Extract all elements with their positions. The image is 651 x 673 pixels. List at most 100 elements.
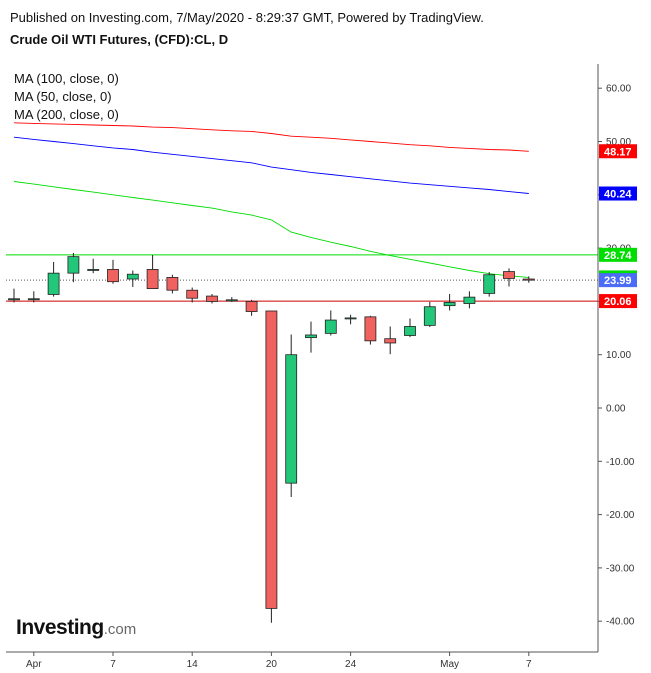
price-badge-bg xyxy=(599,144,637,159)
candle-body xyxy=(206,295,218,302)
candle-19 xyxy=(384,326,397,355)
price-badge-bg xyxy=(599,247,637,262)
candle-18 xyxy=(364,315,377,345)
candle-body xyxy=(126,273,139,280)
candle-body xyxy=(423,306,436,326)
x-tick-label: 24 xyxy=(345,659,357,670)
price-badge-2: 28.74 xyxy=(599,247,637,262)
price-badge-bg xyxy=(599,294,637,309)
candle-4 xyxy=(87,258,100,274)
candle-20 xyxy=(404,318,416,338)
candle-body xyxy=(503,271,515,279)
price-badge-label: 40.24 xyxy=(604,189,632,201)
x-tick-label: 7 xyxy=(526,659,532,670)
candle-23 xyxy=(463,291,476,309)
logo-suffix: .com xyxy=(103,621,137,638)
moving-averages xyxy=(13,122,529,278)
y-tick-label: 50.00 xyxy=(606,137,631,148)
candle-body xyxy=(225,299,238,302)
candle-body xyxy=(265,310,278,609)
price-badge-bg xyxy=(599,273,637,288)
legend-entry-ma100: MA (100, close, 0) xyxy=(14,71,119,86)
y-tick-label: 0.00 xyxy=(606,404,626,415)
candle-body xyxy=(384,338,397,344)
x-tick-label: 7 xyxy=(110,659,116,670)
y-tick-label: -30.00 xyxy=(606,563,635,574)
price-badge-1: 40.24 xyxy=(599,186,637,201)
candle-2 xyxy=(47,261,60,297)
candle-7 xyxy=(146,255,159,290)
y-tick-label: -40.00 xyxy=(606,617,635,628)
candle-body xyxy=(87,269,100,271)
horizontal-lines xyxy=(6,254,598,302)
price-badge-5: 20.06 xyxy=(599,294,637,309)
axes: 60.0050.0040.0030.0020.0010.000.00-10.00… xyxy=(6,64,635,670)
candle-body xyxy=(8,298,20,301)
candle-body xyxy=(245,300,258,312)
x-tick-label: May xyxy=(440,659,459,670)
candle-10 xyxy=(206,293,218,304)
candle-8 xyxy=(166,274,179,294)
candle-body xyxy=(344,317,357,320)
candle-body xyxy=(463,296,476,304)
y-tick-label: -10.00 xyxy=(606,457,635,468)
legend-entry-ma50: MA (50, close, 0) xyxy=(14,89,112,104)
y-tick-label: 60.00 xyxy=(606,84,631,95)
candle-body xyxy=(186,289,199,299)
candle-11 xyxy=(225,297,238,302)
candle-body xyxy=(324,319,337,334)
legend-entry-ma200: MA (200, close, 0) xyxy=(14,107,119,122)
candle-body xyxy=(146,269,159,290)
candle-25 xyxy=(503,268,515,287)
price-badge-label: 20.06 xyxy=(604,296,632,308)
chart-title: Crude Oil WTI Futures, (CFD):CL, D xyxy=(10,32,229,47)
ma-line-0 xyxy=(13,122,529,152)
price-badge-bg xyxy=(599,186,637,201)
ma-line-2 xyxy=(13,181,529,278)
ma-line-1 xyxy=(13,136,529,194)
candle-12 xyxy=(245,299,258,316)
candle-22 xyxy=(443,293,456,311)
candle-13 xyxy=(265,310,278,623)
ma-legend: MA (100, close, 0) MA (50, close, 0) MA … xyxy=(14,70,119,124)
price-badge-4: 23.99 xyxy=(599,273,637,288)
candle-26 xyxy=(522,276,535,283)
y-tick-label: -20.00 xyxy=(606,510,635,521)
candle-body xyxy=(27,298,40,301)
candle-body xyxy=(522,278,535,281)
candle-body xyxy=(305,334,317,339)
candle-body xyxy=(67,256,80,274)
candle-body xyxy=(443,302,456,307)
x-tick-label: 20 xyxy=(266,659,278,670)
candle-6 xyxy=(126,270,139,288)
candle-body xyxy=(483,274,496,294)
investing-logo: Investing.com xyxy=(16,616,136,640)
candle-15 xyxy=(305,321,317,353)
price-badge-label: 48.17 xyxy=(604,146,632,158)
x-tick-label: 14 xyxy=(187,659,199,670)
y-tick-label: 10.00 xyxy=(606,350,631,361)
price-badge-label: 23.99 xyxy=(604,275,632,287)
candle-17 xyxy=(344,314,357,325)
candle-body xyxy=(364,316,377,342)
x-tick-label: Apr xyxy=(26,659,42,670)
candle-body xyxy=(166,277,179,291)
candle-1 xyxy=(27,291,40,303)
candle-16 xyxy=(324,310,337,336)
candle-body xyxy=(107,269,119,283)
logo-name: Investing xyxy=(16,616,104,639)
candle-9 xyxy=(186,287,199,303)
candle-14 xyxy=(285,334,298,498)
candle-24 xyxy=(483,272,496,297)
candle-body xyxy=(47,272,60,295)
candle-21 xyxy=(423,301,436,327)
price-badge-0: 48.17 xyxy=(599,144,637,159)
candle-body xyxy=(404,326,416,336)
candle-5 xyxy=(107,259,119,284)
candle-3 xyxy=(67,252,80,283)
candles xyxy=(8,252,535,623)
candle-0 xyxy=(8,288,20,303)
candle-body xyxy=(285,354,298,484)
